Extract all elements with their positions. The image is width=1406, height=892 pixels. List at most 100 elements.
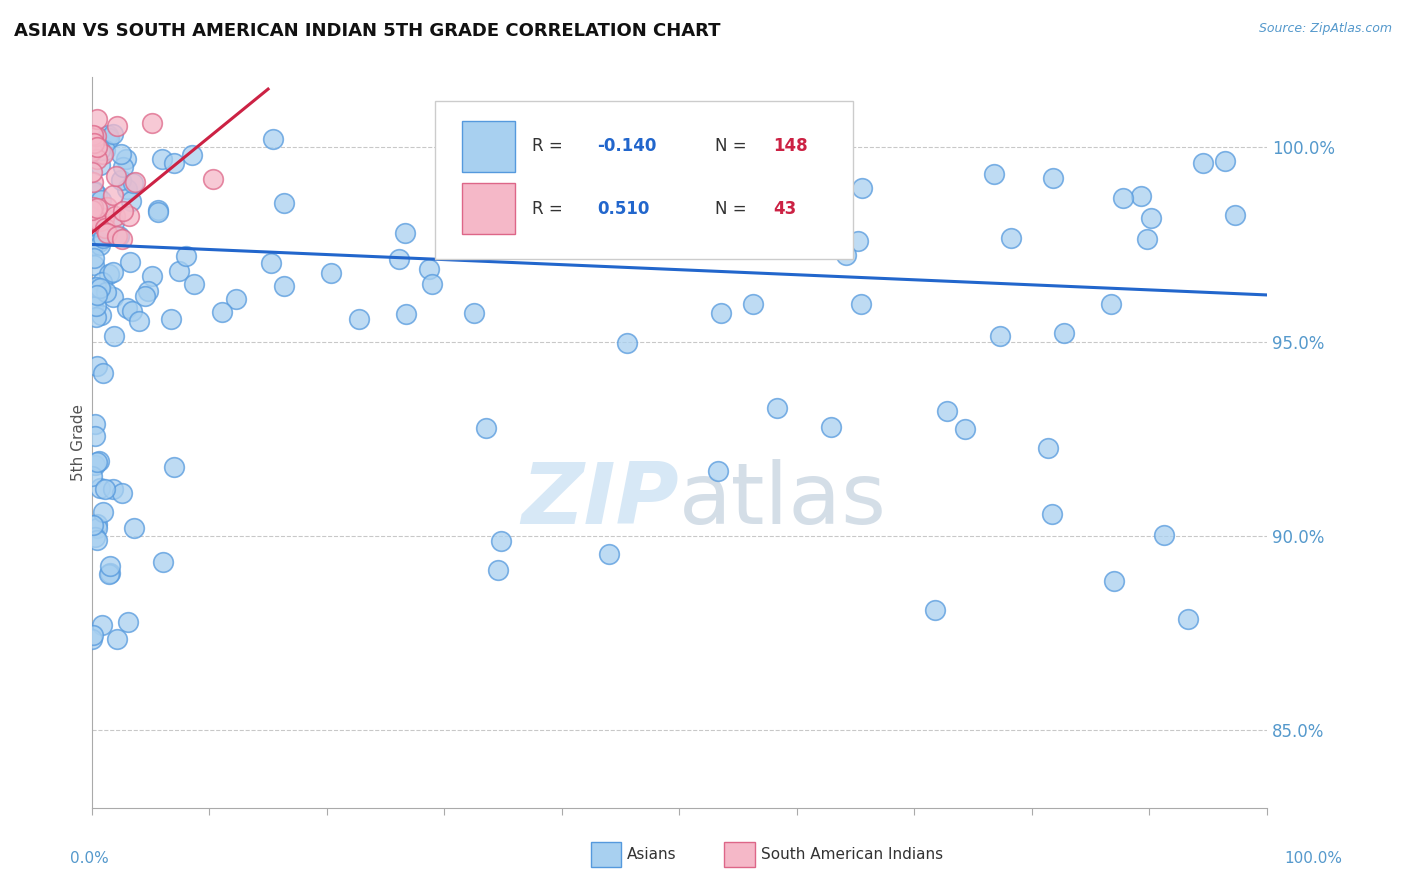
Point bbox=[718, 137, 741, 152]
Point bbox=[700, 225, 723, 239]
Point bbox=[260, 256, 283, 270]
Point bbox=[851, 181, 873, 195]
Point bbox=[82, 627, 104, 641]
Text: 0.510: 0.510 bbox=[598, 200, 650, 218]
Point bbox=[84, 310, 107, 324]
Point bbox=[82, 165, 104, 179]
Point bbox=[420, 277, 443, 292]
Point bbox=[98, 267, 121, 281]
Point bbox=[146, 202, 169, 217]
Text: Source: ZipAtlas.com: Source: ZipAtlas.com bbox=[1258, 22, 1392, 36]
Point bbox=[395, 307, 418, 321]
Point bbox=[115, 152, 138, 166]
Point bbox=[141, 116, 163, 130]
Point bbox=[174, 249, 197, 263]
Point bbox=[115, 301, 138, 316]
Text: 100.0%: 100.0% bbox=[1285, 851, 1343, 865]
Point bbox=[616, 336, 638, 351]
Point bbox=[82, 175, 104, 189]
Point bbox=[436, 153, 458, 168]
Point bbox=[128, 314, 150, 328]
Point bbox=[150, 152, 173, 166]
Point bbox=[117, 615, 139, 629]
Point bbox=[86, 201, 108, 215]
Text: ASIAN VS SOUTH AMERICAN INDIAN 5TH GRADE CORRELATION CHART: ASIAN VS SOUTH AMERICAN INDIAN 5TH GRADE… bbox=[14, 22, 720, 40]
Text: N =: N = bbox=[714, 200, 747, 218]
Point bbox=[91, 617, 114, 632]
Point bbox=[555, 223, 578, 237]
Text: 43: 43 bbox=[773, 200, 797, 218]
Bar bbox=[463, 184, 515, 235]
Point bbox=[80, 203, 103, 218]
Point bbox=[111, 160, 134, 174]
Point bbox=[108, 229, 131, 244]
Point bbox=[82, 468, 104, 483]
Point bbox=[723, 192, 745, 206]
Point bbox=[666, 179, 689, 194]
Point bbox=[100, 559, 122, 574]
Point bbox=[1112, 191, 1135, 205]
Point bbox=[89, 158, 111, 172]
Point bbox=[211, 305, 233, 319]
Point bbox=[486, 563, 509, 577]
Point bbox=[180, 148, 202, 162]
Point bbox=[96, 200, 118, 214]
Point bbox=[478, 165, 501, 179]
Point bbox=[120, 194, 142, 208]
Point bbox=[83, 417, 105, 431]
Point bbox=[83, 429, 105, 443]
Point bbox=[1153, 528, 1175, 542]
Point bbox=[1213, 154, 1236, 169]
Point bbox=[935, 403, 957, 417]
Point bbox=[111, 232, 134, 246]
Text: R =: R = bbox=[533, 137, 564, 155]
Point bbox=[98, 130, 121, 145]
Point bbox=[82, 518, 104, 533]
Point bbox=[160, 312, 183, 326]
Point bbox=[617, 132, 640, 146]
Point bbox=[516, 203, 538, 218]
Point bbox=[588, 168, 610, 182]
Point bbox=[86, 112, 108, 127]
Point bbox=[148, 205, 170, 219]
Point bbox=[84, 530, 107, 544]
Point bbox=[87, 214, 110, 228]
Point bbox=[111, 486, 134, 500]
Point bbox=[89, 214, 111, 228]
Point bbox=[89, 281, 111, 295]
Point bbox=[1042, 170, 1064, 185]
Point bbox=[347, 311, 370, 326]
Point bbox=[103, 127, 125, 141]
Point bbox=[831, 136, 853, 150]
Point bbox=[598, 547, 620, 561]
Text: -0.140: -0.140 bbox=[598, 137, 657, 155]
Point bbox=[1225, 208, 1247, 222]
Point bbox=[82, 300, 104, 314]
Point bbox=[776, 187, 799, 202]
Point bbox=[1099, 297, 1122, 311]
Point bbox=[101, 188, 124, 202]
Point bbox=[134, 289, 156, 303]
Point bbox=[105, 169, 128, 183]
Point bbox=[112, 204, 135, 219]
Point bbox=[690, 125, 713, 139]
Point bbox=[86, 140, 108, 154]
Point bbox=[86, 455, 108, 469]
Point bbox=[273, 196, 295, 211]
Point bbox=[491, 534, 513, 549]
Point bbox=[1177, 612, 1199, 626]
Point bbox=[1000, 230, 1022, 244]
Point bbox=[463, 306, 485, 320]
Point bbox=[118, 254, 141, 268]
Point bbox=[121, 303, 143, 318]
Text: 148: 148 bbox=[773, 137, 808, 155]
Point bbox=[1130, 188, 1153, 202]
Point bbox=[122, 520, 145, 534]
Point bbox=[93, 366, 115, 380]
Point bbox=[94, 285, 117, 299]
Point bbox=[89, 238, 111, 252]
Point bbox=[91, 275, 114, 289]
Text: Asians: Asians bbox=[627, 847, 676, 862]
Point bbox=[225, 292, 247, 306]
Bar bbox=[463, 120, 515, 171]
